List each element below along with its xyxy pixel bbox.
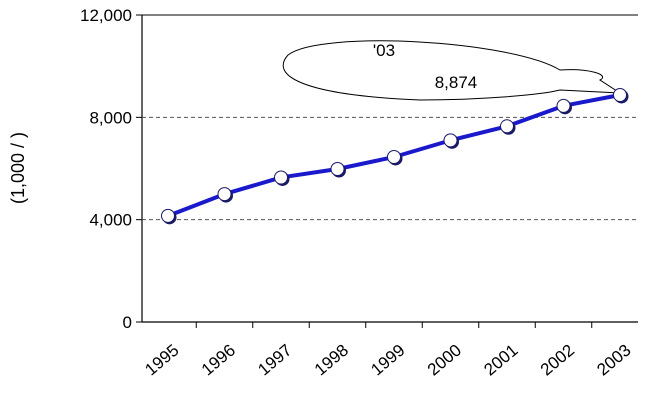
x-tick-label: 1999: [367, 341, 408, 380]
x-tick-label: 2002: [537, 341, 578, 380]
callout-value: 8,874: [435, 73, 478, 92]
data-point: [217, 187, 232, 202]
y-axis-label: (1,000 / ): [8, 132, 28, 204]
x-tick-label: 1998: [311, 341, 352, 380]
data-point: [443, 133, 458, 148]
data-point: [500, 119, 514, 134]
x-tick-label: 2001: [480, 341, 521, 380]
x-tick-label: 2003: [593, 341, 634, 380]
x-tick-label: 1996: [198, 341, 239, 380]
y-tick-label: 0: [123, 313, 132, 332]
callout-bubble: [282, 40, 622, 101]
callout-year: '03: [373, 41, 395, 60]
data-point: [330, 162, 345, 177]
y-tick-label: 12,000: [80, 6, 132, 25]
x-tick-label: 1995: [141, 341, 182, 380]
data-point: [387, 149, 401, 164]
data-point: [161, 208, 175, 223]
data-point: [274, 170, 288, 185]
y-tick-label: 8,000: [89, 108, 132, 127]
data-point: [613, 87, 627, 102]
data-point: [556, 98, 571, 113]
x-tick-label: 1997: [254, 341, 295, 380]
y-tick-label: 4,000: [89, 211, 132, 230]
x-tick-label: 2000: [424, 341, 465, 380]
